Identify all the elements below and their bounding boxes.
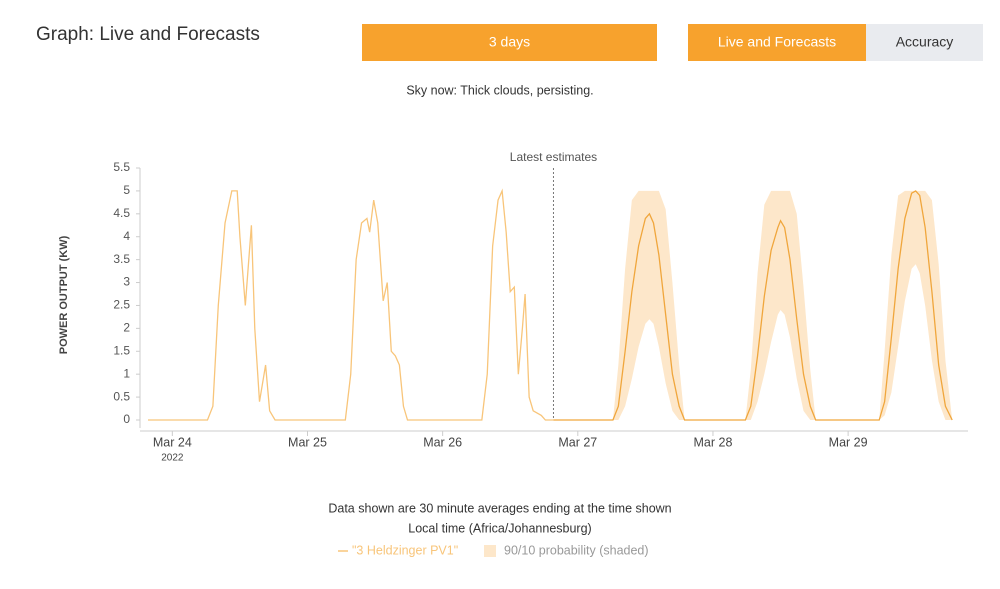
y-tick-label: 0.5	[113, 389, 130, 403]
y-tick-label: 4	[123, 229, 130, 243]
live-button[interactable]: Live and Forecasts	[688, 24, 866, 61]
button-label[interactable]: 3 days	[489, 34, 530, 50]
x-tick-label: Mar 27	[558, 435, 597, 449]
button-bg	[866, 24, 983, 61]
y-tick-label: 3.5	[113, 252, 130, 266]
page-title: Graph: Live and Forecasts	[36, 24, 260, 45]
legend-swatch	[484, 545, 496, 557]
accuracy-button[interactable]: Accuracy	[866, 24, 983, 61]
range-button[interactable]: 3 days	[362, 24, 657, 61]
x-tick-label: Mar 25	[288, 435, 327, 449]
button-bg	[688, 24, 866, 61]
y-axis-title: POWER OUTPUT (KW)	[58, 235, 70, 354]
series-line	[148, 188, 554, 421]
note: Local time (Africa/Johannesburg)	[408, 521, 591, 535]
x-tick-label: Mar 24	[153, 435, 192, 449]
legend-label: 90/10 probability (shaded)	[504, 543, 649, 557]
probability-band	[553, 190, 953, 420]
y-tick-label: 2	[123, 321, 130, 335]
annotation-label: Latest estimates	[510, 150, 597, 164]
plot: 0 0.5 1 1.5 2 2.5 3 3.5 4 4.5 5 5.5 Mar 24 Mar 25 Mar …	[113, 150, 968, 557]
y-tick-label: 5.5	[113, 160, 130, 174]
button-label[interactable]: Live and Forecasts	[718, 34, 836, 50]
x-tick-label: Mar 28	[694, 435, 733, 449]
y-tick-label: 4.5	[113, 206, 130, 220]
y-tick-label: 1.5	[113, 343, 130, 357]
sky-now: Sky now: Thick clouds, persisting.	[406, 83, 593, 97]
y-tick-label: 3	[123, 275, 130, 289]
note: Data shown are 30 minute averages ending…	[328, 501, 671, 515]
x-tick-label: Mar 26	[423, 435, 462, 449]
button-label[interactable]: Accuracy	[896, 34, 954, 50]
y-tick-label: 2.5	[113, 298, 130, 312]
y-tick-label: 0	[123, 412, 130, 426]
button-bg	[362, 24, 657, 61]
series-line	[553, 190, 953, 421]
y-tick-label: 1	[123, 366, 130, 380]
x-tick-label: Mar 29	[829, 435, 868, 449]
legend-label: "3 Heldzinger PV1"	[352, 543, 458, 557]
x-year-label: 2022	[161, 453, 184, 464]
y-tick-label: 5	[123, 183, 130, 197]
